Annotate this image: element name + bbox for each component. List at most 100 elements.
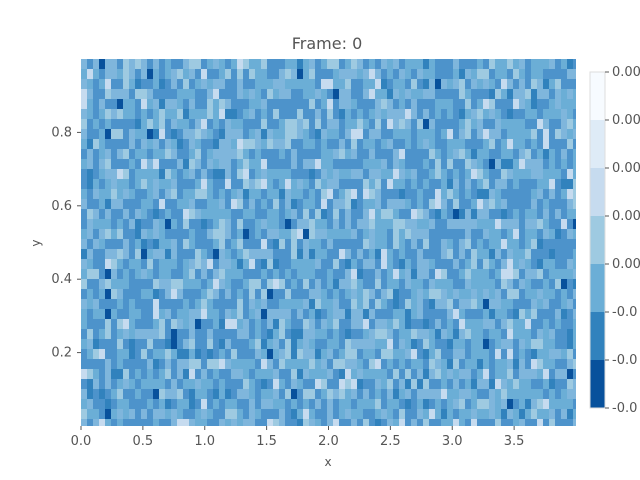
heatmap-cell xyxy=(369,99,375,109)
heatmap-cell xyxy=(279,139,285,149)
heatmap-cell xyxy=(81,369,87,379)
heatmap-cell xyxy=(171,219,177,229)
heatmap-cell xyxy=(81,259,87,269)
heatmap-cell xyxy=(453,109,459,119)
heatmap-cell xyxy=(507,129,513,139)
heatmap-cell xyxy=(171,329,177,339)
heatmap-cell xyxy=(261,259,267,269)
heatmap-cell xyxy=(291,189,297,199)
heatmap-cell xyxy=(501,189,507,199)
heatmap-cell xyxy=(339,189,345,199)
heatmap-cell xyxy=(435,179,441,189)
heatmap-cell xyxy=(549,419,555,426)
heatmap-cell xyxy=(183,309,189,319)
heatmap-cell xyxy=(519,119,525,129)
heatmap-cell xyxy=(129,279,135,289)
heatmap-cell xyxy=(429,79,435,89)
heatmap-cell xyxy=(381,379,387,389)
heatmap-cell xyxy=(81,139,87,149)
heatmap-cell xyxy=(375,369,381,379)
heatmap-cell xyxy=(177,59,183,69)
heatmap-cell xyxy=(399,169,405,179)
heatmap-cell xyxy=(513,389,519,399)
heatmap-cell xyxy=(435,339,441,349)
heatmap-cell xyxy=(537,169,543,179)
heatmap-cell xyxy=(219,289,225,299)
heatmap-cell xyxy=(351,149,357,159)
heatmap-cell xyxy=(141,339,147,349)
heatmap-cell xyxy=(207,419,213,426)
heatmap-cell xyxy=(417,209,423,219)
heatmap-cell xyxy=(141,189,147,199)
heatmap-cell xyxy=(459,229,465,239)
heatmap-cell xyxy=(153,239,159,249)
heatmap-cell xyxy=(261,319,267,329)
heatmap-cell xyxy=(459,259,465,269)
heatmap-cell xyxy=(423,289,429,299)
heatmap-cell xyxy=(411,229,417,239)
heatmap-cell xyxy=(501,259,507,269)
heatmap-cell xyxy=(225,79,231,89)
heatmap-cell xyxy=(219,259,225,269)
heatmap-cell xyxy=(387,339,393,349)
heatmap-cell xyxy=(165,349,171,359)
heatmap-cell xyxy=(255,99,261,109)
heatmap-cell xyxy=(99,289,105,299)
heatmap-cell xyxy=(477,349,483,359)
heatmap-cell xyxy=(195,349,201,359)
heatmap-cell xyxy=(153,199,159,209)
heatmap-cell xyxy=(99,139,105,149)
heatmap-cell xyxy=(381,239,387,249)
heatmap-cell xyxy=(399,59,405,69)
heatmap-cell xyxy=(243,259,249,269)
heatmap-cell xyxy=(195,389,201,399)
heatmap-cell xyxy=(105,369,111,379)
heatmap-cell xyxy=(309,309,315,319)
heatmap-cell xyxy=(465,359,471,369)
heatmap-cell xyxy=(495,59,501,69)
heatmap-cell xyxy=(513,349,519,359)
heatmap-cell xyxy=(489,239,495,249)
heatmap-cell xyxy=(237,179,243,189)
heatmap-cell xyxy=(453,149,459,159)
heatmap-cell xyxy=(177,89,183,99)
heatmap-cell xyxy=(249,59,255,69)
heatmap-cell xyxy=(561,259,567,269)
heatmap-cell xyxy=(351,409,357,419)
heatmap-cell xyxy=(321,369,327,379)
heatmap-cell xyxy=(135,109,141,119)
heatmap-cell xyxy=(381,119,387,129)
heatmap-cell xyxy=(435,149,441,159)
heatmap-cell xyxy=(243,59,249,69)
heatmap-cell xyxy=(351,139,357,149)
heatmap-cell xyxy=(153,189,159,199)
heatmap-cell xyxy=(339,339,345,349)
heatmap-cell xyxy=(531,389,537,399)
heatmap-cell xyxy=(261,79,267,89)
heatmap-cell xyxy=(351,389,357,399)
heatmap-cell xyxy=(429,299,435,309)
heatmap-cell xyxy=(561,359,567,369)
heatmap-cell xyxy=(375,269,381,279)
heatmap-cell xyxy=(171,119,177,129)
heatmap-cell xyxy=(129,239,135,249)
heatmap-cell xyxy=(417,279,423,289)
heatmap-cell xyxy=(99,89,105,99)
heatmap-cell xyxy=(327,149,333,159)
heatmap-cell xyxy=(465,89,471,99)
heatmap-cell xyxy=(555,389,561,399)
heatmap-cell xyxy=(105,219,111,229)
heatmap-cell xyxy=(315,119,321,129)
heatmap-cell xyxy=(111,339,117,349)
heatmap-cell xyxy=(513,369,519,379)
heatmap-cell xyxy=(165,109,171,119)
heatmap-cell xyxy=(513,339,519,349)
heatmap-cell xyxy=(561,349,567,359)
heatmap-cell xyxy=(477,159,483,169)
heatmap-cell xyxy=(429,169,435,179)
heatmap-cell xyxy=(483,289,489,299)
heatmap-cell xyxy=(99,109,105,119)
heatmap-cell xyxy=(453,279,459,289)
heatmap-cell xyxy=(477,69,483,79)
heatmap-cell xyxy=(327,419,333,426)
